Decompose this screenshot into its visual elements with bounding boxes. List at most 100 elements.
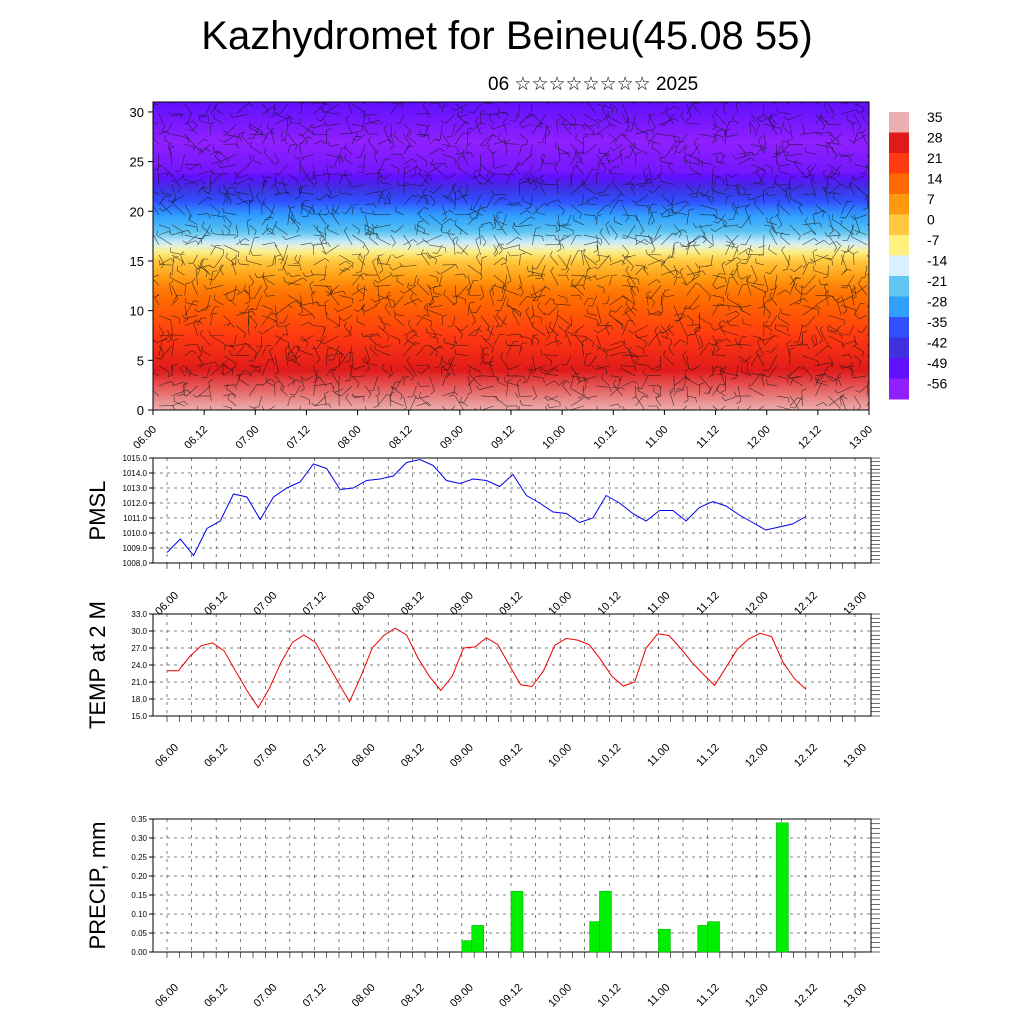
- x-tick-label: 07.00: [251, 982, 279, 1010]
- colorbar-label: -7: [927, 232, 940, 248]
- y-tick-label: 24.0: [131, 661, 147, 670]
- x-tick-label: 08.00: [350, 982, 378, 1010]
- x-tick-label: 12.12: [792, 742, 820, 770]
- y-tick-label: 1009.0: [123, 544, 148, 553]
- x-tick-label: 11.00: [643, 424, 670, 451]
- colorbar-label: 14: [927, 171, 943, 187]
- x-tick-label: 09.00: [438, 424, 466, 452]
- x-tick-label: 10.00: [540, 424, 568, 452]
- x-tick-label: 11.00: [645, 982, 672, 1009]
- y-tick-label: 0.20: [131, 872, 147, 881]
- y-tick-label: 20: [130, 204, 144, 219]
- y-tick-label: 21.0: [131, 678, 147, 687]
- x-tick-label: 11.00: [645, 590, 672, 617]
- plot-frame: [152, 457, 872, 564]
- y-tick-label: 10: [130, 304, 144, 319]
- colorbar-swatch: [889, 194, 909, 215]
- y-tick-label: 30.0: [131, 627, 147, 636]
- precip-bar: [707, 921, 720, 953]
- y-axis-label: PMSL: [85, 481, 110, 541]
- y-tick-label: 1011.0: [123, 514, 147, 523]
- colorbar-swatch: [889, 276, 909, 297]
- colorbar-swatch: [889, 358, 909, 379]
- x-tick-label: 13.00: [841, 742, 869, 770]
- y-tick-label: 25: [130, 155, 144, 170]
- x-tick-label: 12.12: [792, 982, 820, 1010]
- y-tick-label: 1013.0: [123, 484, 148, 493]
- x-tick-label: 08.00: [350, 590, 378, 618]
- precip-bar: [658, 928, 671, 953]
- x-tick-label: 08.12: [387, 424, 415, 452]
- x-tick-label: 06.00: [153, 982, 181, 1010]
- precip-panel: 0.00 0.05 0.10 0.15 0.20 0.25 0.30 0.35 06.00 06.…: [85, 815, 880, 1010]
- colorbar-label: -14: [927, 253, 947, 269]
- x-tick-label: 09.12: [497, 742, 525, 770]
- y-tick-label: 1014.0: [123, 469, 148, 478]
- precip-bar: [471, 925, 484, 953]
- x-tick-label: 13.00: [847, 424, 875, 452]
- precip-bar: [599, 890, 612, 953]
- x-tick-label: 09.12: [497, 590, 525, 618]
- x-tick-label: 07.12: [301, 590, 329, 618]
- y-tick-label: 15.0: [131, 712, 147, 721]
- colorbar-label: -56: [927, 376, 947, 392]
- x-tick-label: 10.00: [546, 982, 574, 1010]
- y-tick-label: 0.35: [131, 815, 147, 824]
- x-tick-label: 07.00: [233, 424, 261, 452]
- x-tick-label: 12.12: [796, 424, 824, 452]
- chart-subtitle: 06 ☆☆☆☆☆☆☆☆ 2025: [488, 74, 699, 95]
- x-tick-label: 07.12: [301, 982, 329, 1010]
- x-tick-label: 09.00: [448, 982, 476, 1010]
- y-tick-label: 1015.0: [123, 454, 148, 463]
- x-tick-label: 11.12: [694, 424, 721, 451]
- precip-bar: [510, 890, 524, 953]
- y-tick-label: 0: [137, 403, 144, 418]
- x-tick-label: 08.12: [399, 590, 427, 618]
- chart-title: Kazhydromet for Beineu(45.08 55): [201, 14, 813, 58]
- y-tick-label: 1010.0: [123, 529, 148, 538]
- colorbar-swatch: [889, 173, 909, 195]
- y-tick-label: 5: [137, 353, 144, 368]
- colorbar-swatch: [889, 255, 909, 277]
- temp2m-series-line: [167, 627, 807, 709]
- y-tick-label: 0.05: [131, 929, 147, 938]
- x-tick-label: 07.12: [285, 424, 313, 452]
- y-tick-label: 0.15: [131, 891, 147, 900]
- colorbar-label: -21: [927, 273, 947, 289]
- y-tick-label: 0.25: [131, 853, 147, 862]
- y-axis-label: TEMP at 2 M: [85, 601, 110, 729]
- colorbar-swatch: [889, 132, 909, 154]
- colorbar-label: -42: [927, 335, 947, 351]
- y-tick-label: 0.00: [131, 948, 147, 957]
- pmsl-series-line: [166, 458, 807, 557]
- colorbar-label: 28: [927, 130, 943, 146]
- x-tick-label: 10.12: [595, 742, 623, 770]
- x-tick-label: 10.12: [595, 982, 623, 1010]
- colorbar-label: -28: [927, 294, 947, 310]
- x-tick-label: 06.00: [153, 590, 181, 618]
- x-tick-label: 10.00: [546, 742, 574, 770]
- x-tick-label: 07.00: [251, 742, 279, 770]
- x-tick-label: 12.00: [745, 424, 773, 452]
- y-tick-label: 15: [130, 254, 144, 269]
- x-tick-label: 06.12: [202, 590, 230, 618]
- colorbar-swatch: [889, 112, 909, 133]
- colorbar-label: 35: [927, 109, 943, 125]
- pmsl-panel: 1008.0 1009.0 1010.0 1011.0 1012.0 1013.0 1014…: [85, 454, 880, 618]
- precip-bar: [776, 822, 789, 953]
- x-tick-label: 09.12: [489, 424, 517, 452]
- y-tick-label: 1012.0: [123, 499, 148, 508]
- colorbar-swatch: [889, 153, 909, 174]
- colorbar-label: 21: [927, 150, 943, 166]
- x-tick-label: 08.00: [350, 742, 378, 770]
- wind-barb-strokes: [153, 102, 869, 410]
- colorbar-swatch: [889, 317, 909, 338]
- y-tick-label: 27.0: [131, 644, 147, 653]
- x-tick-label: 09.12: [497, 982, 525, 1010]
- colorbar-swatch: [889, 378, 909, 400]
- x-tick-label: 07.12: [301, 742, 329, 770]
- x-tick-label: 11.00: [645, 742, 672, 769]
- x-tick-label: 10.00: [546, 590, 574, 618]
- x-tick-label: 10.12: [595, 590, 623, 618]
- colorbar-label: 7: [927, 191, 935, 207]
